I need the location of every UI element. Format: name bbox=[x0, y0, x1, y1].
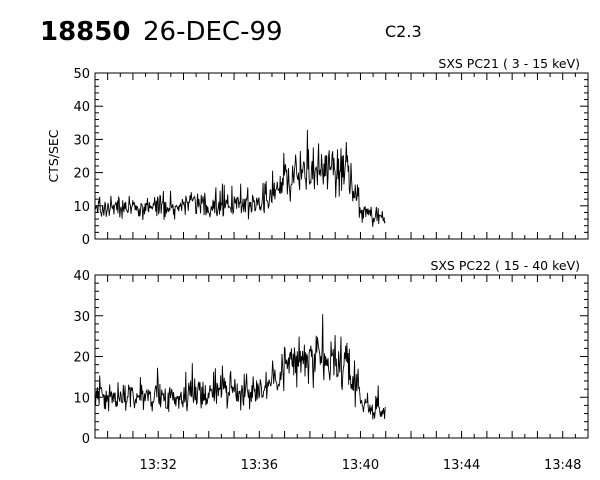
y-tick-label: 20 bbox=[73, 351, 90, 366]
x-tick-label: 13:36 bbox=[241, 458, 278, 473]
series-line bbox=[94, 129, 386, 227]
y-tick-label: 50 bbox=[73, 67, 90, 82]
y-tick-label: 30 bbox=[73, 310, 90, 325]
y-tick-label: 0 bbox=[82, 432, 90, 447]
plot-frame bbox=[94, 72, 589, 240]
panel-title: SXS PC22 ( 15 - 40 keV) bbox=[430, 258, 580, 273]
panel-title: SXS PC21 ( 3 - 15 keV) bbox=[438, 56, 580, 71]
panel-pc22: SXS PC22 ( 15 - 40 keV) 0 10 20 30 40 13:32 13:… bbox=[73, 258, 589, 473]
y-axis-label: CTS/SEC bbox=[46, 129, 61, 182]
y-tick-label: 10 bbox=[73, 200, 90, 215]
y-tick-label: 10 bbox=[73, 391, 90, 406]
x-tick-label: 13:40 bbox=[342, 458, 379, 473]
series-line bbox=[94, 314, 386, 420]
flare-class: C2.3 bbox=[385, 22, 422, 41]
x-tick-label: 13:44 bbox=[443, 458, 480, 473]
y-tick-label: 30 bbox=[73, 133, 90, 148]
x-tick-label: 13:32 bbox=[139, 458, 176, 473]
y-tick-label: 40 bbox=[73, 100, 90, 115]
event-number: 18850 bbox=[40, 17, 131, 47]
y-tick-label: 20 bbox=[73, 167, 90, 182]
y-tick-label: 40 bbox=[73, 269, 90, 284]
x-tick-label: 13:48 bbox=[544, 458, 581, 473]
panel-pc21: SXS PC21 ( 3 - 15 keV) 0 10 20 30 40 50 CTS/SEC bbox=[46, 56, 589, 248]
y-tick-label: 0 bbox=[82, 233, 90, 248]
event-date: 26-DEC-99 bbox=[143, 17, 283, 47]
